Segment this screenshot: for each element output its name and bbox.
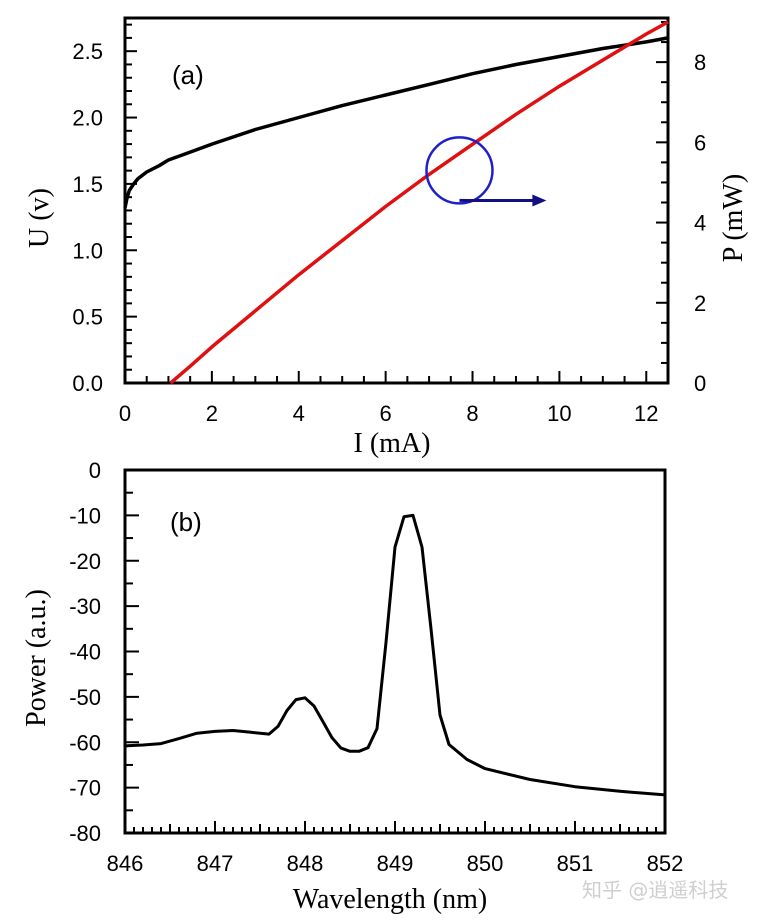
panel-a-left-axis-title: U (v) [24,188,55,248]
panel-b-x-tick-label: 846 [107,851,144,876]
panel-a: 0 2 4 6 8 10 12 0.0 0.5 1.0 1.5 2.0 2.5 0 2 4 6 8 (a) I… [24,16,749,459]
panel-b-y-tick-label: -10 [69,503,101,528]
panel-b-y-tick-label: -60 [69,730,101,755]
panel-a-x-axis-title: I (mA) [354,428,431,459]
panel-a-left-tick-label: 1.5 [72,172,103,197]
panel-b: 846 847 848 849 850 851 852 0 -10 -20 -30 -40 -50 -6… [21,458,683,915]
panel-a-right-tick-label: 8 [694,50,706,75]
panel-a-label: (a) [172,60,204,90]
panel-b-y-tick-label: 0 [89,458,101,483]
panel-b-x-tick-labels: 846 847 848 849 850 851 852 [107,851,684,876]
panel-b-y-tick-label: -40 [69,640,101,665]
panel-a-right-tick-label: 6 [694,130,706,155]
panel-a-series-power [169,20,669,385]
panel-a-left-tick-labels: 0.0 0.5 1.0 1.5 2.0 2.5 [72,39,103,396]
panel-a-right-tick-label: 0 [694,371,706,396]
panel-b-x-tick-label: 851 [557,851,594,876]
panel-b-x-axis-title: Wavelength (nm) [293,884,487,915]
panel-a-left-tick-label: 0.5 [72,305,103,330]
watermark: 知乎 @逍遥科技 [582,878,728,902]
panel-a-annotation-circle [425,136,494,205]
panel-b-x-tick-label: 852 [647,851,684,876]
panel-a-left-tick-label: 2.0 [72,106,103,131]
panel-a-x-tick-label: 4 [293,401,305,426]
panel-a-x-tick-label: 12 [634,401,658,426]
panel-b-series-spectrum [124,513,666,797]
panel-a-right-tick-label: 4 [694,211,706,236]
panel-b-y-tick-labels: 0 -10 -20 -30 -40 -50 -60 -70 -80 [69,458,101,846]
panel-a-ticks [124,21,669,384]
panel-a-annotation [425,136,547,207]
panel-b-y-tick-label: -30 [69,594,101,619]
panel-a-right-tick-labels: 0 2 4 6 8 [694,50,706,396]
panel-a-right-tick-label: 2 [694,291,706,316]
panel-b-y-tick-label: -80 [69,821,101,846]
panel-b-series [124,513,666,797]
panel-b-label: (b) [170,507,202,537]
panel-a-x-tick-label: 6 [380,401,392,426]
panel-b-x-tick-label: 848 [287,851,324,876]
panel-b-y-tick-label: -20 [69,549,101,574]
panel-b-ticks [124,469,666,834]
panel-a-x-tick-label: 10 [547,401,571,426]
panel-a-series [123,20,669,385]
panel-b-y-tick-label: -50 [69,685,101,710]
panel-a-x-tick-label: 8 [466,401,478,426]
panel-a-right-axis-title: P (mW) [718,174,749,262]
panel-a-left-tick-label: 2.5 [72,39,103,64]
panel-a-left-tick-label: 0.0 [72,371,103,396]
panel-a-x-tick-labels: 0 2 4 6 8 10 12 [119,401,659,426]
panel-a-x-tick-label: 2 [206,401,218,426]
panel-b-y-axis-title: Power (a.u.) [21,589,52,727]
panel-b-x-tick-label: 850 [467,851,504,876]
panel-b-x-tick-label: 849 [377,851,414,876]
panel-a-left-tick-label: 1.0 [72,238,103,263]
panel-a-annotation-arrowhead [532,194,547,207]
panel-a-x-tick-label: 0 [119,401,131,426]
panel-b-x-tick-label: 847 [197,851,234,876]
panel-b-frame [123,468,667,835]
panel-b-y-tick-label: -70 [69,776,101,801]
panel-a-series-voltage [123,36,669,209]
